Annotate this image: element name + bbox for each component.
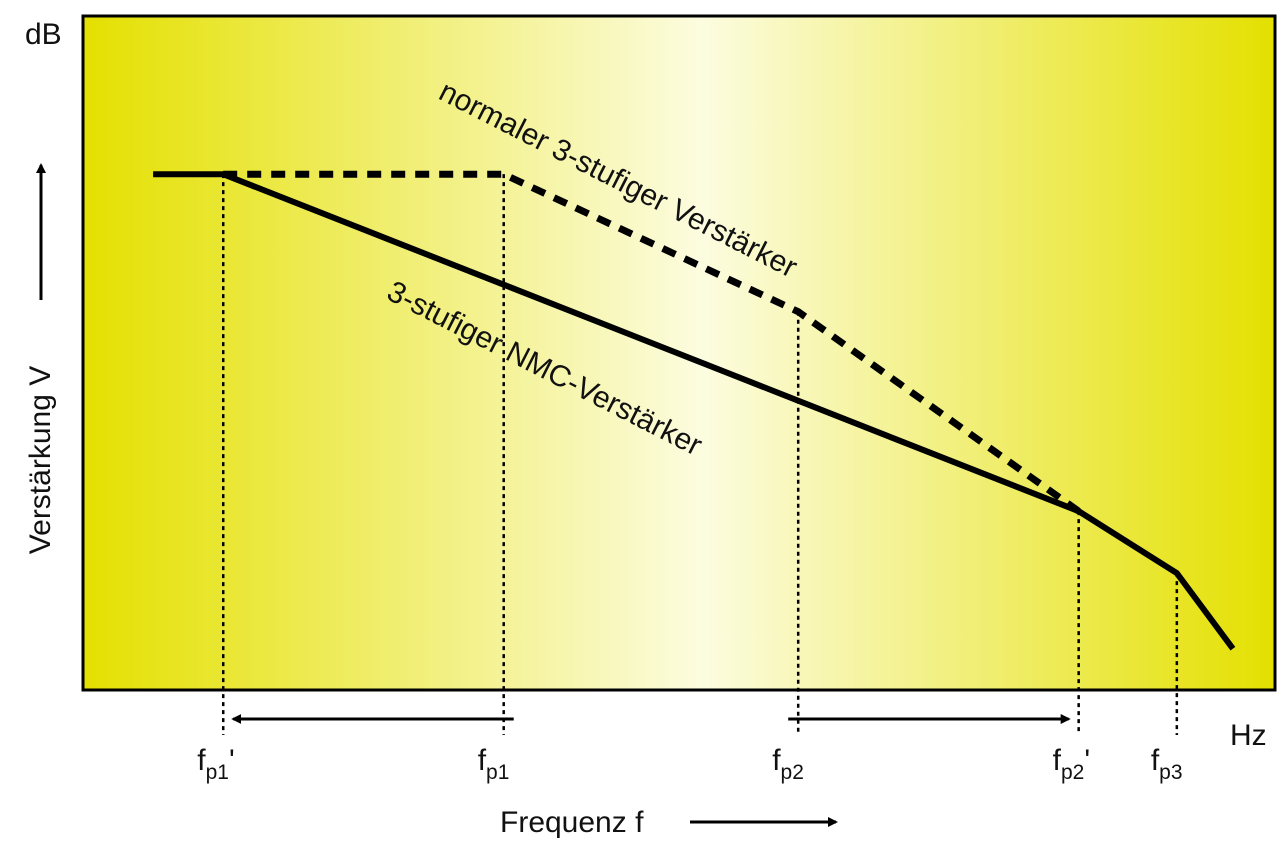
y-unit-label: dB: [25, 18, 62, 51]
tick-label-fp2_prime: fp2': [1053, 744, 1090, 784]
tick-label-fp1_prime: fp1': [197, 744, 234, 784]
series-normal-line: [223, 170, 1081, 515]
tick-label-fp3: fp3: [1151, 744, 1183, 784]
x-unit-label: Hz: [1230, 719, 1267, 752]
y-axis-title: Verstärkung V: [24, 366, 57, 554]
tick-label-fp2: fp2: [772, 744, 804, 784]
tick-label-fp1: fp1: [478, 744, 510, 784]
x-axis-title: Frequenz f: [500, 806, 644, 839]
